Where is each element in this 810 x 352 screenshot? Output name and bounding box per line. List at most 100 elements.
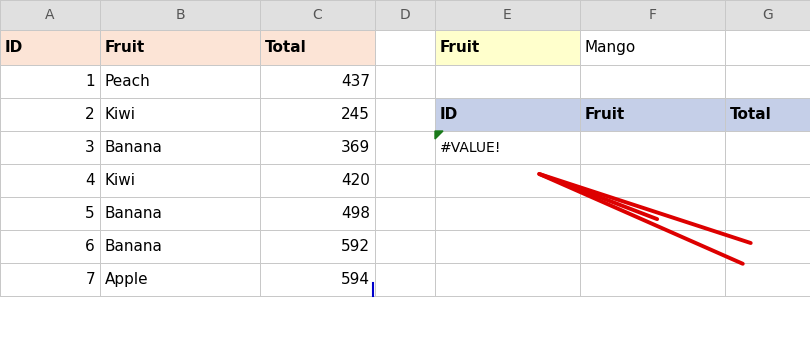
Bar [260,131,375,164]
Bar [580,0,725,30]
Text: Banana: Banana [105,140,163,155]
Bar [100,263,260,296]
Bar [725,230,810,263]
Bar [580,98,725,131]
Bar [260,197,375,230]
Bar [725,0,810,30]
Bar [435,263,580,296]
Bar [435,131,580,164]
Bar [100,65,260,98]
Bar [0,230,100,263]
Bar [725,164,810,197]
Text: Fruit: Fruit [585,107,625,122]
Bar [100,263,260,296]
Bar [260,131,375,164]
Bar [100,230,260,263]
Bar [0,164,100,197]
Text: 3: 3 [85,140,95,155]
Text: 2: 2 [85,107,95,122]
Bar [580,98,725,131]
Bar [260,65,375,98]
Bar [100,197,260,230]
Bar [375,164,435,197]
Bar [375,131,435,164]
Bar [260,230,375,263]
Bar [580,98,725,131]
Text: 592: 592 [341,239,370,254]
Bar [0,0,100,30]
Bar [580,0,725,30]
Bar [100,30,260,65]
Bar [260,164,375,197]
Polygon shape [435,131,443,139]
Text: Kiwi: Kiwi [105,107,136,122]
Bar [260,131,375,164]
Text: Banana: Banana [105,239,163,254]
Bar [0,230,100,263]
Bar [435,0,580,30]
Bar [375,0,435,30]
Bar [260,263,375,296]
Text: D: D [399,8,411,22]
Bar [435,263,580,296]
Bar [0,65,100,98]
Bar [0,131,100,164]
Text: 6: 6 [85,239,95,254]
Bar [260,0,375,30]
Bar [260,197,375,230]
Bar [580,0,725,30]
Text: Total: Total [265,40,307,55]
Bar [725,65,810,98]
Bar [375,131,435,164]
Bar [580,131,725,164]
Text: Total: Total [730,107,772,122]
Bar [580,131,725,164]
Bar [100,65,260,98]
Bar [375,197,435,230]
Bar [435,0,580,30]
Bar [725,0,810,30]
Bar [0,197,100,230]
Bar [260,65,375,98]
Text: Peach: Peach [105,74,151,89]
Bar [0,30,100,65]
Bar [375,98,435,131]
Bar [375,230,435,263]
Bar [725,263,810,296]
Text: 245: 245 [341,107,370,122]
Bar [0,131,100,164]
Bar [100,164,260,197]
Bar [435,131,580,164]
Bar [435,30,580,65]
Bar [0,263,100,296]
Bar [260,263,375,296]
Bar [375,0,435,30]
Bar [580,30,725,65]
Bar [725,65,810,98]
Bar [100,197,260,230]
Bar [725,164,810,197]
Text: 420: 420 [341,173,370,188]
Bar [0,164,100,197]
Bar [435,131,580,164]
Bar [260,263,375,296]
Bar [580,65,725,98]
Bar [100,98,260,131]
Bar [100,0,260,30]
Bar [260,30,375,65]
Bar [580,30,725,65]
Text: 1: 1 [85,74,95,89]
Bar [260,30,375,65]
Bar [435,197,580,230]
Bar [0,230,100,263]
Bar [0,263,100,296]
Bar [580,263,725,296]
Bar [725,0,810,30]
Bar [435,197,580,230]
Bar [260,98,375,131]
Bar [260,164,375,197]
Bar [725,263,810,296]
Text: #VALUE!: #VALUE! [440,140,501,155]
Bar [375,0,435,30]
Text: C: C [313,8,322,22]
